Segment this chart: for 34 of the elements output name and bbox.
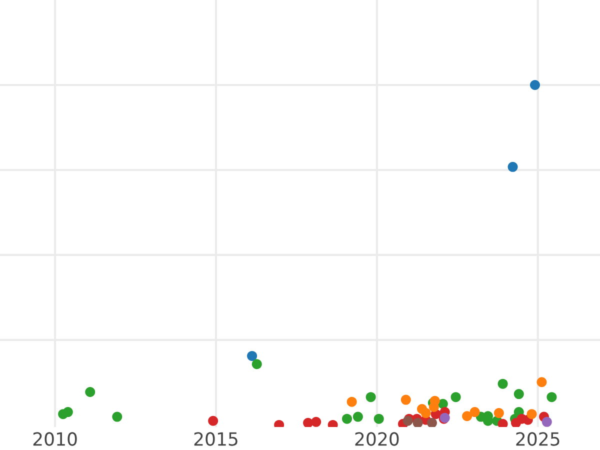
point [311, 416, 322, 427]
point [498, 418, 508, 427]
point [536, 377, 547, 388]
point [526, 409, 537, 420]
point [470, 407, 480, 418]
point [247, 350, 258, 361]
point [352, 412, 363, 422]
point [303, 418, 314, 427]
point [342, 414, 352, 424]
point [400, 394, 411, 405]
point [366, 392, 376, 402]
point [208, 416, 218, 426]
point [530, 80, 540, 90]
point [420, 408, 431, 418]
x-tick-label: 2020 [355, 432, 399, 446]
point [252, 359, 262, 370]
point [346, 396, 357, 407]
point [412, 418, 423, 427]
point [462, 411, 472, 422]
point [494, 408, 504, 418]
point [374, 414, 384, 424]
x-tick-label: 2015 [194, 432, 238, 446]
x-tick-label: 2025 [516, 432, 560, 446]
point [450, 392, 461, 402]
point [85, 386, 96, 397]
point [498, 378, 508, 389]
point [112, 412, 122, 422]
point [542, 416, 552, 427]
x-tick-label: 2010 [33, 432, 77, 446]
point [426, 418, 437, 427]
point [546, 392, 557, 402]
point [514, 389, 524, 400]
point [62, 407, 73, 418]
point [508, 162, 518, 172]
